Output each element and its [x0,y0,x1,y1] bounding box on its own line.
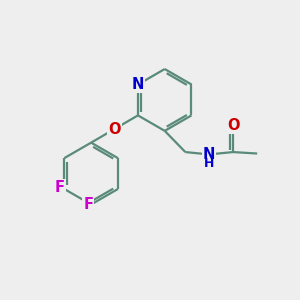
Text: O: O [227,118,239,133]
Text: F: F [83,197,93,212]
Text: O: O [108,122,121,136]
Text: H: H [204,157,215,170]
Text: F: F [55,180,65,195]
Text: N: N [203,147,215,162]
Text: N: N [132,77,144,92]
